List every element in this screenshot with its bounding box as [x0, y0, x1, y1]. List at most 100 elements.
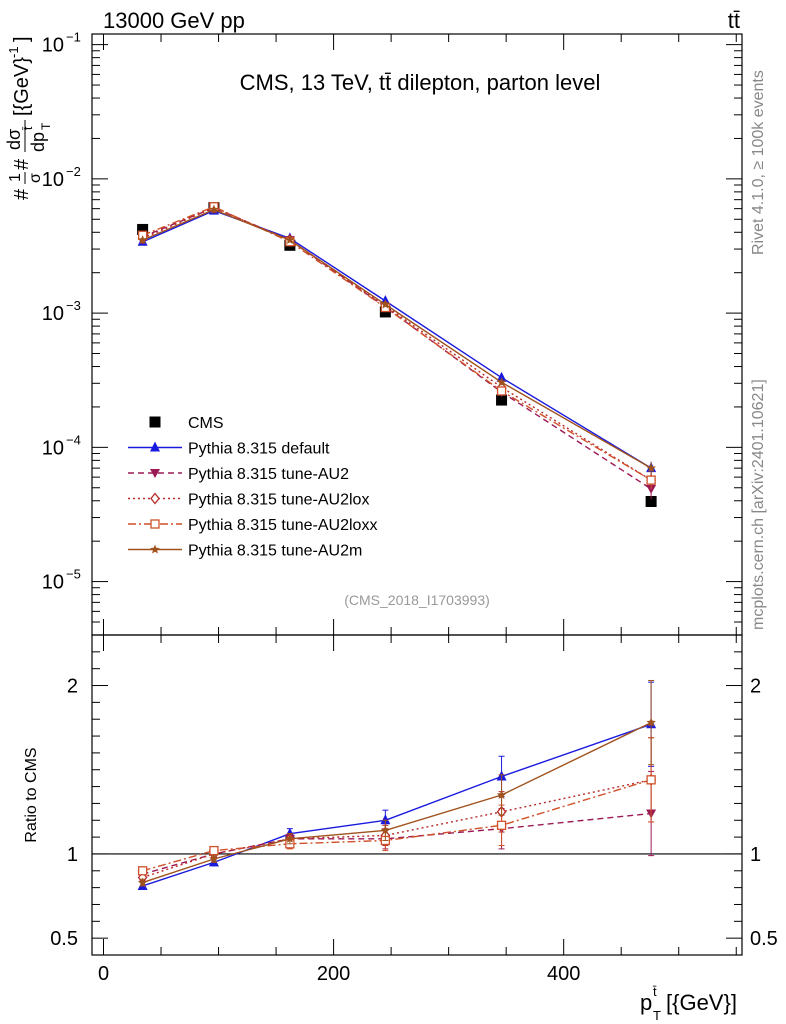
ratio-line	[142, 723, 652, 887]
legend-label: CMS	[188, 415, 224, 432]
ratio-series-4	[137, 679, 656, 887]
ratio-y-tick-label: 2	[67, 676, 78, 698]
legend-marker	[150, 492, 160, 505]
series-line	[142, 205, 652, 481]
series-point	[646, 463, 656, 473]
main-y-axis-label: # 1 σ # dσ dp T t̄ [{GeV} -1 ]	[4, 36, 53, 200]
ratio-point	[646, 717, 656, 727]
y-tick-label-exponent: −5	[66, 567, 81, 582]
legend-label: Pythia 8.315 tune-AU2m	[188, 543, 362, 560]
ratio-point	[380, 825, 391, 835]
series-point	[496, 386, 507, 396]
series-line	[142, 206, 652, 481]
ratio-point	[137, 877, 148, 887]
ratio-point	[209, 854, 219, 863]
ratio-point	[496, 820, 507, 830]
ratio-y-tick-label: 0.5	[50, 928, 78, 950]
rivet-label: Rivet 4.1.0, ≥ 100k events	[750, 70, 767, 255]
series-point	[646, 484, 657, 494]
legend-marker	[150, 469, 160, 478]
ratio-point	[137, 866, 148, 876]
ratio-y-tick-label-right: 2	[750, 676, 761, 698]
cms-data-point	[496, 394, 508, 406]
x-label-sub: T	[653, 1008, 661, 1023]
cms-data-point	[137, 223, 149, 235]
y-label-units: [{GeV}	[11, 57, 33, 116]
legend-marker	[150, 544, 160, 554]
y-label-hash-2: #	[11, 158, 33, 170]
series-5	[137, 204, 656, 476]
legend-label: Pythia 8.315 tune-AU2loxx	[188, 517, 377, 534]
legend-entry: Pythia 8.315 default	[128, 441, 330, 458]
legend-entry: Pythia 8.315 tune-AU2	[128, 466, 349, 483]
x-tick-label: 200	[317, 963, 350, 985]
ratio-point	[285, 833, 295, 843]
ratio-line	[142, 812, 652, 875]
y-tick-label: 10	[42, 169, 64, 191]
x-label-units: [{GeV}]	[666, 990, 737, 1015]
legend-entry: Pythia 8.315 tune-AU2lox	[128, 492, 369, 509]
ratio-line	[142, 721, 652, 884]
ratio-point	[496, 790, 507, 799]
series-line	[142, 206, 652, 490]
legend-label: Pythia 8.315 default	[188, 441, 330, 458]
y-tick-label-exponent: −3	[66, 298, 81, 313]
ratio-y-tick-label: 1	[67, 844, 78, 866]
series-point	[137, 235, 148, 245]
legend-entry: CMS	[149, 415, 224, 432]
legend-entry: Pythia 8.315 tune-AU2loxx	[128, 517, 377, 534]
y-tick-label-exponent: −4	[66, 432, 81, 447]
series-point	[380, 299, 391, 309]
series-point	[496, 371, 507, 382]
y-label-sigma: σ	[27, 173, 44, 183]
y-label-one: 1	[7, 173, 24, 182]
y-label-hash: #	[11, 188, 33, 200]
legend-marker	[150, 519, 160, 529]
y-label-numerator: dσ	[4, 129, 24, 150]
legend-label: Pythia 8.315 tune-AU2lox	[188, 492, 369, 509]
x-label-sup: t̄	[653, 984, 657, 999]
y-label-denominator: dp	[28, 132, 48, 152]
cms-data-point	[645, 495, 657, 507]
series-0	[137, 202, 657, 507]
series-line	[142, 209, 652, 469]
y-label-sup: t̄	[21, 126, 35, 130]
legend-marker	[149, 416, 161, 428]
x-tick-label: 400	[547, 963, 580, 985]
series-point	[209, 204, 219, 214]
ratio-line	[142, 779, 652, 879]
y-tick-label: 10	[42, 572, 64, 594]
series-point	[496, 377, 507, 387]
ratio-plot-frame	[91, 634, 743, 956]
analysis-id: (CMS_2018_I1703993)	[344, 592, 490, 608]
y-tick-label-exponent: −2	[66, 164, 81, 179]
x-axis-label: p t̄ T [{GeV}]	[640, 984, 737, 1023]
x-tick-label: 0	[98, 963, 109, 985]
process-label: tt̄	[728, 8, 740, 33]
ratio-point	[209, 845, 219, 856]
series-1	[137, 204, 657, 476]
series-line	[142, 208, 652, 469]
legend-entry: Pythia 8.315 tune-AU2m	[128, 543, 362, 560]
y-label-sub: T	[39, 122, 53, 130]
y-tick-label: 10	[42, 35, 64, 57]
y-label-exp: -1	[6, 46, 21, 58]
y-tick-label: 10	[42, 437, 64, 459]
y-label-close: ]	[11, 36, 33, 42]
y-tick-label-exponent: −1	[66, 30, 81, 45]
ratio-line	[142, 779, 652, 872]
ratio-series-0	[137, 681, 657, 890]
legend-label: Pythia 8.315 tune-AU2	[188, 466, 349, 483]
y-tick-label: 10	[42, 303, 64, 325]
ratio-y-tick-label-right: 1	[750, 844, 761, 866]
ratio-y-axis-label: Ratio to CMS	[23, 747, 40, 842]
x-label-base: p	[640, 990, 652, 1015]
series-point	[285, 235, 295, 245]
ratio-point	[380, 814, 391, 825]
legend-marker	[150, 441, 160, 452]
ratio-point	[646, 775, 656, 785]
series-point	[646, 475, 656, 485]
mcplots-label: mcplots.cern.ch [arXiv:2401.10621]	[750, 379, 767, 630]
collision-label: 13000 GeV pp	[103, 8, 245, 33]
